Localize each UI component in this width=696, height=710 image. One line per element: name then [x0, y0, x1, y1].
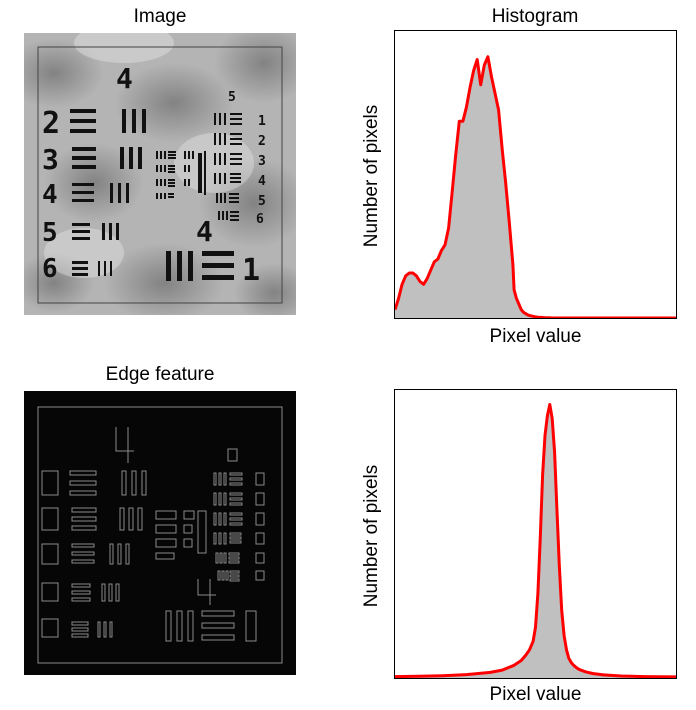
hist-bottom-xlabel: Pixel value	[489, 684, 582, 705]
hist-top-title: Histogram	[491, 6, 579, 27]
center-small-group	[156, 151, 206, 199]
bars-row-6-v	[98, 261, 112, 276]
target-digit-4-top: 4	[116, 62, 133, 95]
edge-row-3	[41, 507, 143, 531]
edge-row-5	[41, 582, 120, 602]
target-digit-2: 2	[42, 106, 60, 141]
bars-row-3-v	[120, 147, 142, 169]
target-digit-4-right: 4	[258, 174, 266, 189]
bars-bottom-v	[166, 251, 193, 281]
edge-row-2	[41, 470, 147, 496]
bars-row-2-v	[122, 109, 146, 133]
bars-row-5-v	[102, 223, 119, 240]
resolution-target-svg: 4 2 3 4 5	[24, 33, 296, 315]
bars-bottom-h	[202, 251, 234, 280]
target-digit-1-right: 1	[258, 114, 266, 129]
edge-bottom-bars	[165, 610, 257, 642]
resolution-target-image: 4 2 3 4 5	[24, 33, 296, 315]
edge-feature-image	[24, 391, 296, 675]
hist-top-curve	[395, 55, 676, 318]
target-digit-1-bottom: 1	[242, 253, 260, 288]
bars-row-6-h	[72, 261, 88, 276]
edge-row-6	[41, 618, 113, 638]
target-digit-5: 5	[42, 218, 58, 248]
target-digit-4-bottom: 4	[196, 215, 213, 248]
edge-digit-4-top	[115, 427, 134, 463]
hist-top-area	[395, 56, 676, 318]
hist-top-svg	[395, 55, 676, 318]
bars-row-4-h	[72, 183, 94, 202]
target-digit-2-right: 2	[258, 134, 266, 149]
right-group-bars	[214, 113, 242, 221]
image-panel-title: Image	[133, 6, 187, 27]
hist-top-xlabel: Pixel value	[489, 326, 582, 347]
hist-top-ylabel: Number of pixels	[361, 104, 382, 248]
edge-frame	[37, 406, 283, 664]
hist-bottom-area	[395, 404, 676, 678]
edge-panel-title: Edge feature	[105, 364, 215, 385]
bars-row-3-h	[72, 147, 96, 169]
hist-bottom-plot	[394, 389, 677, 679]
target-digit-6-right-row: 6	[256, 212, 264, 227]
edge-feature-svg	[24, 391, 296, 675]
hist-bottom-curve	[395, 403, 676, 678]
target-digit-6: 6	[42, 254, 58, 284]
bars-row-2-h	[70, 109, 96, 133]
edge-center-group	[155, 510, 207, 560]
target-digit-3-right: 3	[258, 154, 266, 169]
hist-bottom-ylabel: Number of pixels	[361, 464, 382, 608]
edge-row-4	[41, 543, 130, 565]
bars-row-4-v	[110, 183, 129, 203]
target-digit-5-right: 5	[228, 90, 236, 105]
hist-bottom-svg	[395, 403, 676, 678]
edge-bottom-4	[197, 579, 216, 605]
hist-top-plot	[394, 30, 677, 319]
target-digit-5-right-row: 5	[258, 194, 266, 209]
target-digit-3: 3	[42, 143, 59, 176]
target-digit-4: 4	[42, 180, 58, 210]
bars-row-5-h	[72, 223, 90, 240]
edge-right-group	[213, 448, 265, 582]
